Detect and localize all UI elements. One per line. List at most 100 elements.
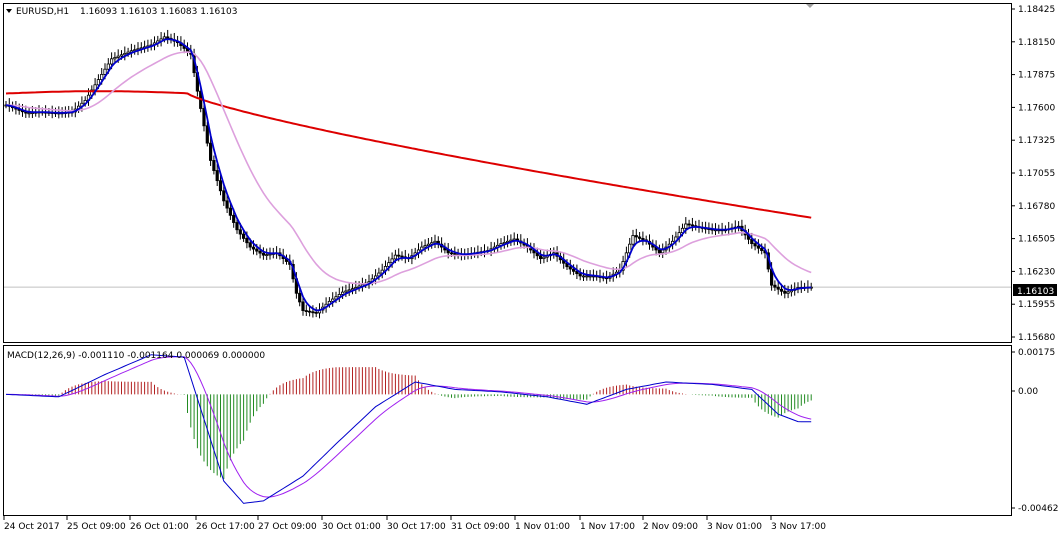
time-axis-tick-label: 30 Oct 17:00 [387, 522, 446, 532]
candle-body [302, 302, 304, 311]
candle-body [572, 269, 574, 271]
candle-body [299, 293, 301, 302]
candle-body [252, 247, 254, 249]
ohlc-values: 1.16093 1.16103 1.16083 1.16103 [80, 7, 237, 17]
macd-axis-tick-label: 0.00175 [1018, 348, 1055, 358]
candle-body [777, 287, 779, 289]
current-price-tag: 1.16103 [1013, 284, 1057, 297]
price-axis-tick-label: 1.16780 [1018, 202, 1055, 212]
candle-body [104, 69, 106, 74]
candle-body [259, 251, 261, 253]
candle-body [638, 237, 640, 238]
chart-shift-marker-icon[interactable] [806, 4, 814, 8]
candle-body [569, 267, 571, 269]
candle-body [688, 224, 690, 225]
slow-moving-average-line [6, 91, 811, 218]
time-axis-tick-label: 31 Oct 09:00 [451, 522, 510, 532]
candle-body [784, 291, 786, 293]
candle-body [757, 246, 759, 248]
candle-body [662, 250, 664, 253]
candle-body [401, 256, 403, 257]
candle-body [246, 238, 248, 242]
price-axis-tick-label: 1.16505 [1018, 235, 1055, 245]
candle-body [394, 255, 396, 259]
price-axis-tick-label: 1.16230 [1018, 267, 1055, 277]
time-axis-tick-label: 27 Oct 09:00 [258, 522, 317, 532]
time-axis-tick-label: 1 Nov 17:00 [580, 522, 635, 532]
moving-averages [6, 39, 811, 310]
candle-body [124, 53, 126, 54]
time-axis-tick-label: 3 Nov 17:00 [771, 522, 826, 532]
candle-body [632, 236, 634, 245]
candle-body [229, 208, 231, 215]
candle-body [239, 230, 241, 234]
candle-body [110, 59, 112, 64]
candle-body [219, 181, 221, 191]
candle-body [398, 255, 400, 256]
candle-body [543, 257, 545, 258]
candle-body [216, 171, 218, 181]
macd-axis: 0.00175 0.00 -0.004628 [1011, 348, 1058, 514]
candle-body [348, 290, 350, 291]
candle-body [114, 57, 116, 58]
candle-body [642, 238, 644, 239]
macd-pane[interactable]: 0.00175 0.00 -0.004628 MACD(12,26,9) -0.00… [4, 346, 1058, 516]
candle-body [450, 253, 452, 254]
time-axis-tick-label: 3 Nov 01:00 [707, 522, 762, 532]
candle-body [206, 126, 208, 143]
candle-body [635, 236, 637, 237]
candle-body [308, 311, 310, 312]
candle-body [454, 253, 456, 254]
candle-body [266, 255, 268, 256]
macd-pane-frame [4, 346, 1012, 516]
candle-body [579, 274, 581, 276]
symbol-header: EURUSD,H1 1.16093 1.16103 1.16083 1.1610… [6, 7, 237, 17]
candle-body [691, 225, 693, 226]
price-axis-tick-label: 1.17600 [1018, 103, 1055, 113]
macd-axis-tick-label: 0.00 [1018, 387, 1038, 397]
candle-body [774, 285, 776, 287]
candle-body [163, 37, 165, 39]
candle-body [262, 253, 264, 255]
candle-body [312, 312, 314, 313]
price-pane[interactable]: 1.184251.181501.178751.176001.173251.170… [4, 4, 1058, 344]
time-axis-tick-label: 25 Oct 09:00 [67, 522, 126, 532]
header-dropdown-icon[interactable] [6, 9, 12, 13]
symbol-timeframe: EURUSD,H1 [16, 7, 69, 17]
price-pane-frame [4, 4, 1012, 343]
current-price-tag-text: 1.16103 [1017, 287, 1054, 297]
time-axis-tick-label: 1 Nov 01:00 [515, 522, 570, 532]
candle-body [761, 248, 763, 250]
candle-body [345, 291, 347, 292]
candle-body [341, 292, 343, 294]
candle-body [107, 64, 109, 69]
candles [5, 30, 813, 318]
candle-body [305, 311, 307, 312]
macd-histogram [6, 367, 811, 479]
price-axis-tick-label: 1.18425 [1018, 5, 1055, 15]
candle-body [203, 108, 205, 125]
candle-body [685, 224, 687, 228]
candle-body [120, 55, 122, 56]
candle-body [658, 250, 660, 253]
price-axis-tick-label: 1.17055 [1018, 169, 1055, 179]
candle-body [117, 56, 119, 57]
candle-body [213, 160, 215, 170]
candle-body [586, 276, 588, 277]
candle-body [787, 292, 789, 293]
candle-body [167, 37, 169, 38]
price-axis-tick-label: 1.17325 [1018, 136, 1055, 146]
price-axis-tick-label: 1.15955 [1018, 300, 1055, 310]
time-axis-tick-label: 30 Oct 01:00 [322, 522, 381, 532]
candle-body [226, 201, 228, 208]
candle-body [209, 143, 211, 160]
candle-body [101, 74, 103, 79]
candle-body [754, 244, 756, 246]
candle-body [434, 241, 436, 242]
macd-header: MACD(12,26,9) -0.001110 -0.001164 0.0000… [7, 351, 265, 361]
macd-axis-tick-label: -0.004628 [1018, 504, 1058, 514]
candle-body [256, 249, 258, 251]
